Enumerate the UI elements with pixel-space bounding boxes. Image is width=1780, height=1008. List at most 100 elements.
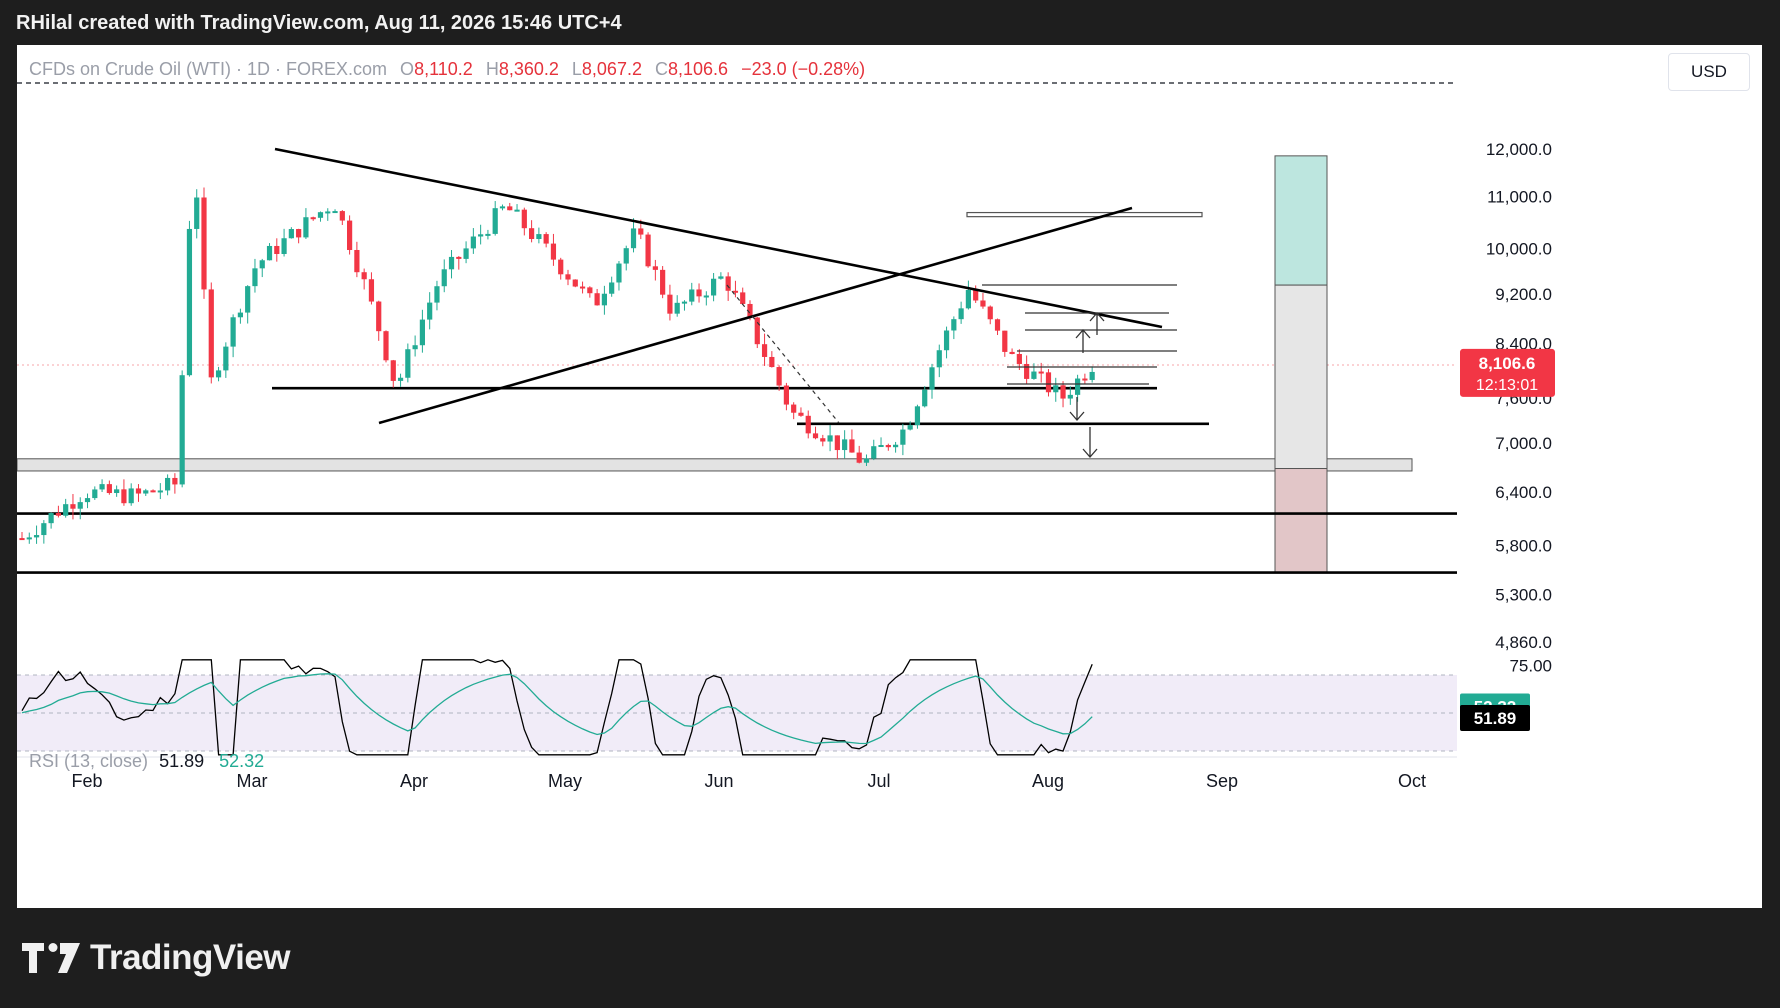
time-tick-label: Jun	[704, 771, 733, 791]
price-tick-label: 5,300.0	[1495, 586, 1552, 605]
candle-body	[907, 425, 913, 430]
candle-body	[186, 228, 193, 376]
candle-body	[245, 286, 251, 313]
candle-body	[812, 433, 819, 439]
candle-body	[106, 484, 112, 494]
candle-body	[980, 300, 986, 307]
candle-body	[1067, 394, 1073, 399]
chart-panel[interactable]: 12,000.0 11,000.0 10,000.0 9,200.0 8,400.0 7,…	[17, 45, 1762, 908]
candle-body	[660, 269, 666, 295]
price-tick-label: 7,000.0	[1495, 434, 1552, 453]
candle-body	[376, 301, 382, 332]
candle-body	[543, 234, 549, 244]
candle-body	[157, 490, 163, 493]
candle-body	[732, 290, 739, 293]
candle-body	[747, 303, 753, 318]
candle-body	[48, 513, 54, 524]
candle-body	[1002, 330, 1008, 352]
arrow-up-head	[1089, 312, 1105, 322]
symbol-title[interactable]: CFDs on Crude Oil (WTI) · 1D · FOREX.com	[29, 59, 388, 79]
candle-body	[994, 319, 1001, 331]
candle-body	[412, 345, 418, 350]
candle-body	[674, 302, 680, 314]
candle-body	[19, 538, 25, 541]
candle-body	[114, 489, 120, 494]
candle-body	[41, 523, 47, 536]
candle-body	[463, 248, 469, 259]
candle-body	[470, 236, 476, 249]
candle-body	[1060, 385, 1066, 399]
candle-body	[252, 268, 258, 287]
candle-body	[143, 490, 149, 494]
rsi-ma-value: 52.32	[219, 751, 265, 771]
candle-body	[194, 197, 200, 229]
rsi-title[interactable]: RSI (13, close)	[29, 751, 149, 771]
candle-body	[703, 295, 709, 298]
candle-body	[281, 238, 287, 254]
rsi-line	[21, 659, 1093, 756]
candle-body	[849, 439, 855, 453]
candle-body	[601, 293, 607, 306]
candle-body	[725, 276, 731, 291]
price-tick-label: 4,860.0	[1495, 633, 1552, 652]
candle-body	[529, 228, 535, 240]
candle-body	[332, 211, 338, 214]
candle-body	[521, 209, 527, 229]
change-value: −23.0 (−0.28%)	[741, 59, 866, 79]
candle-body	[441, 269, 447, 287]
candle-body	[922, 389, 928, 407]
candle-body	[667, 294, 673, 314]
descending-trendline	[274, 147, 1163, 329]
candle-body	[397, 377, 404, 381]
candle-body	[1045, 372, 1052, 393]
rsi-legend: RSI (13, close) 51.89 52.32	[29, 751, 264, 772]
candle-body	[638, 228, 644, 235]
candle-body	[645, 234, 651, 267]
currency-button[interactable]: USD	[1668, 53, 1750, 91]
candle-body	[201, 197, 207, 290]
candle-body	[973, 289, 979, 301]
countdown-text: 12:13:01	[1476, 377, 1538, 394]
resistance-box	[966, 211, 1203, 218]
candle-body	[623, 248, 629, 264]
candle-body	[135, 488, 142, 494]
price-axis-bg	[1457, 45, 1762, 908]
candle-body	[769, 356, 775, 368]
candle-body	[572, 279, 578, 287]
candle-body	[172, 477, 178, 485]
candle-body	[361, 272, 367, 280]
candle-body	[26, 537, 32, 540]
candle-body	[761, 344, 768, 357]
candle-body	[274, 245, 280, 254]
rsi-tag	[1460, 704, 1530, 731]
price-tick-label: 6,400.0	[1495, 483, 1552, 502]
candle-body	[259, 260, 265, 269]
last-price-text: 8,106.6	[1479, 354, 1536, 373]
candle-body	[579, 286, 586, 289]
arrow-up-head	[1075, 329, 1091, 339]
candle-body	[208, 289, 214, 378]
close-value: 8,106.6	[667, 59, 729, 79]
position-stop-zone	[1274, 468, 1328, 574]
arrow-down-head	[1069, 411, 1085, 421]
chart-canvas[interactable]: 12,000.0 11,000.0 10,000.0 9,200.0 8,400.0 7,…	[17, 45, 1762, 908]
candle-body	[943, 330, 950, 351]
last-price-tag	[1460, 348, 1555, 397]
candle-body	[296, 229, 302, 238]
candle-body	[1053, 385, 1059, 393]
open-value: 8,110.2	[414, 59, 473, 79]
time-tick-label: May	[548, 771, 582, 791]
candle-body	[630, 228, 637, 249]
support-zone	[17, 458, 1413, 472]
high-value: 8,360.2	[498, 59, 559, 79]
price-tick-label: 9,200.0	[1495, 285, 1552, 304]
candle-body	[507, 206, 513, 211]
time-tick-label: Sep	[1206, 771, 1238, 791]
candle-body	[84, 498, 91, 503]
candle-body	[354, 249, 360, 273]
price-tick-label: 12,000.0	[1486, 140, 1552, 159]
position-target-zone	[1274, 155, 1328, 286]
ohlc-legend: CFDs on Crude Oil (WTI) · 1D · FOREX.com…	[29, 59, 865, 80]
candle-body	[339, 211, 345, 221]
low-value: 8,067.2	[581, 59, 642, 79]
